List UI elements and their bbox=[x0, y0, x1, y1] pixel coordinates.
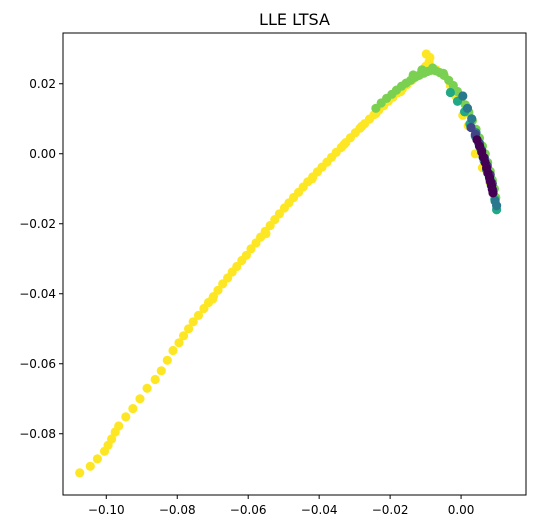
data-point bbox=[408, 70, 418, 80]
y-tick-label: 0.02 bbox=[29, 77, 56, 91]
y-tick-label: −0.02 bbox=[19, 217, 56, 231]
data-point bbox=[188, 317, 198, 327]
data-point bbox=[150, 374, 160, 385]
data-point bbox=[75, 468, 85, 478]
data-point bbox=[85, 461, 95, 471]
data-point bbox=[135, 394, 145, 404]
data-point bbox=[438, 68, 448, 78]
data-point bbox=[241, 250, 251, 260]
x-tick-label: −0.02 bbox=[372, 503, 409, 517]
data-point bbox=[428, 63, 438, 73]
x-tick-label: −0.04 bbox=[301, 503, 338, 517]
data-point bbox=[184, 324, 194, 334]
data-point bbox=[445, 87, 455, 98]
data-point bbox=[121, 412, 131, 422]
data-point bbox=[114, 421, 124, 431]
data-point bbox=[92, 454, 102, 464]
x-tick-label: −0.06 bbox=[230, 503, 267, 517]
data-point bbox=[179, 331, 189, 341]
data-point bbox=[458, 91, 468, 101]
y-tick-label: −0.06 bbox=[19, 357, 56, 371]
data-point bbox=[168, 345, 178, 356]
y-tick-label: −0.08 bbox=[19, 427, 56, 441]
data-point bbox=[492, 201, 502, 211]
data-point bbox=[339, 140, 349, 150]
axis-layer: −0.10 −0.08 −0.06 −0.04 −0.02 0.00 0.02 0.00 −0.… bbox=[19, 77, 474, 517]
data-point bbox=[193, 310, 204, 320]
x-tick-label: −0.08 bbox=[159, 503, 196, 517]
y-tick-label: −0.04 bbox=[19, 287, 56, 301]
data-point bbox=[107, 434, 117, 444]
data-point bbox=[417, 65, 427, 75]
data-point bbox=[307, 174, 317, 184]
plot-frame bbox=[62, 32, 527, 496]
chart-title: LLE LTSA bbox=[259, 10, 330, 29]
data-point bbox=[488, 188, 498, 198]
data-point bbox=[156, 366, 166, 376]
data-point bbox=[261, 229, 271, 239]
data-point bbox=[142, 383, 152, 393]
points-layer bbox=[75, 49, 502, 478]
data-point bbox=[467, 114, 477, 124]
data-point bbox=[162, 355, 172, 365]
data-point bbox=[128, 404, 138, 414]
data-point bbox=[208, 294, 218, 304]
data-point bbox=[425, 52, 435, 63]
data-point bbox=[357, 121, 367, 131]
data-point bbox=[466, 122, 476, 133]
x-tick-label: −0.10 bbox=[88, 503, 125, 517]
data-point bbox=[213, 285, 223, 295]
x-tick-label: 0.00 bbox=[448, 503, 475, 517]
data-point bbox=[462, 103, 473, 113]
y-tick-label: 0.00 bbox=[29, 147, 56, 161]
data-point bbox=[174, 338, 184, 348]
